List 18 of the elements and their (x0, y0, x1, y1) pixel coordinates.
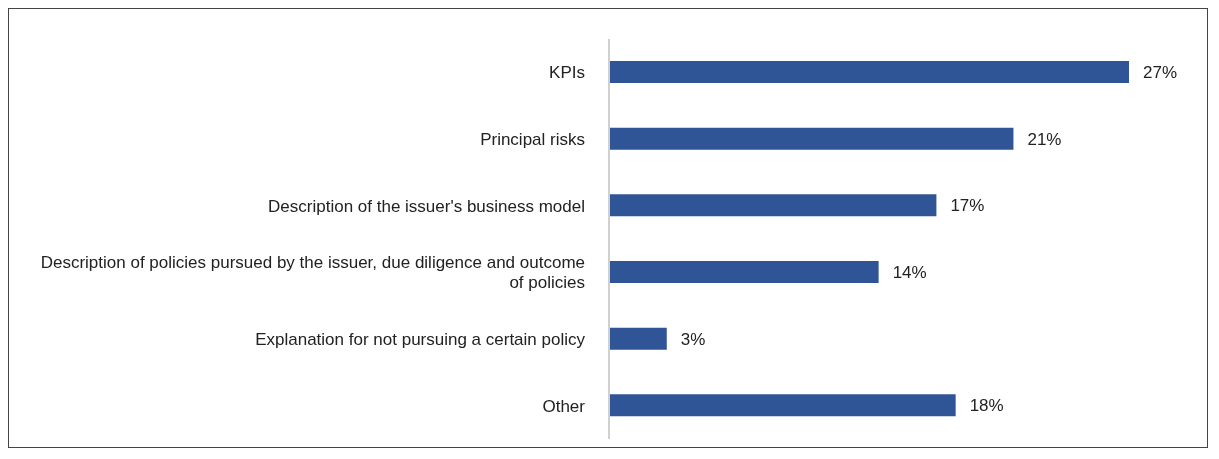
y-tick-label: Principal risks (480, 130, 585, 149)
data-label: 27% (1143, 63, 1178, 83)
data-label: 14% (892, 263, 927, 283)
bar (609, 261, 879, 283)
y-tick-label: KPIs (549, 63, 585, 83)
bar (609, 327, 667, 350)
y-tick-label: Description of the issuer's business model (268, 196, 585, 216)
data-label: 21% (1027, 129, 1062, 149)
data-label: 18% (969, 396, 1004, 416)
y-tick-label: Other (542, 396, 586, 416)
y-tick-label: Description of policies pursued by the issuer, due diligence and outcome of policies (40, 253, 585, 293)
bar (609, 194, 937, 217)
data-label: 3% (680, 329, 706, 349)
data-label: 17% (950, 196, 985, 216)
bar (609, 394, 956, 417)
bar (609, 127, 1014, 150)
y-tick-label: Explanation for not pursuing a certain policy (255, 330, 586, 349)
bar (609, 61, 1129, 83)
